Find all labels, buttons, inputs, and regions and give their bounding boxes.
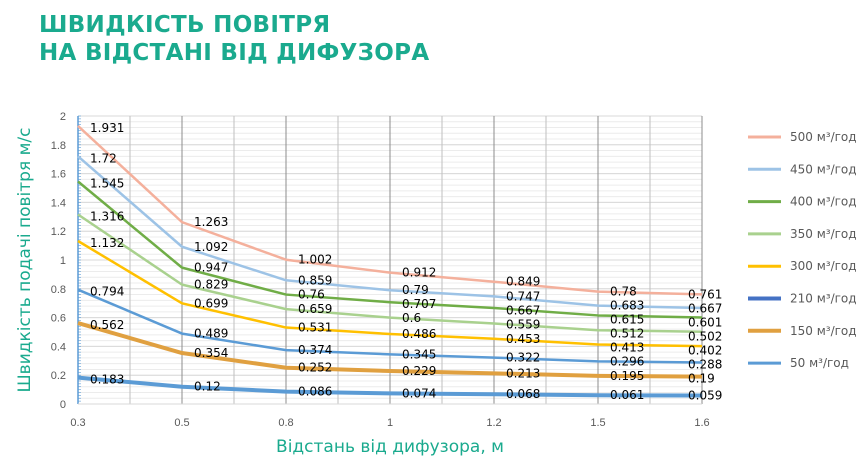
x-tick-label: 0.5	[174, 417, 189, 429]
data-label: 0.859	[298, 273, 332, 287]
data-label: 0.559	[506, 317, 540, 331]
y-tick-label: 2	[60, 111, 66, 123]
data-label: 0.354	[194, 346, 228, 360]
data-label: 0.068	[506, 387, 540, 401]
series-line	[77, 288, 703, 364]
data-label: 0.213	[506, 366, 540, 380]
data-label: 0.667	[688, 301, 722, 315]
data-label: 0.912	[402, 266, 436, 280]
data-label: 0.512	[610, 327, 644, 341]
data-label: 0.074	[402, 386, 436, 400]
data-label: 1.002	[298, 253, 332, 267]
data-label: 0.229	[402, 364, 436, 378]
data-label: 1.132	[90, 236, 124, 250]
data-label: 0.288	[688, 357, 722, 371]
data-label: 0.252	[298, 361, 332, 375]
chart-title-line1: ШВИДКІСТЬ ПОВІТРЯ	[39, 12, 331, 38]
x-tick-label: 1.6	[694, 417, 709, 429]
data-label: 0.086	[298, 385, 332, 399]
series-line	[77, 213, 703, 333]
y-tick-label: 1.2	[51, 226, 66, 238]
x-axis-label: Відстань від дифузора, м	[276, 437, 504, 457]
data-label: 0.699	[194, 296, 228, 310]
series-line	[77, 321, 703, 379]
y-axis-label: Швидкість подачі повітря м/с	[15, 127, 35, 392]
x-tick-label: 1.2	[486, 417, 501, 429]
data-label: 0.615	[610, 313, 644, 327]
data-label: 1.092	[194, 240, 228, 254]
data-label: 0.829	[194, 278, 228, 292]
x-tick-label: 1.5	[590, 417, 605, 429]
y-tick-label: 0.6	[51, 313, 66, 325]
series-line	[77, 375, 703, 398]
data-label: 1.263	[194, 215, 228, 229]
data-label: 0.12	[194, 380, 221, 394]
data-label: 0.453	[506, 332, 540, 346]
series-line	[77, 125, 703, 296]
data-label: 0.667	[506, 303, 540, 317]
data-label: 0.947	[194, 261, 228, 275]
data-label: 0.849	[506, 275, 540, 289]
legend-entry: 400 м³/год	[790, 195, 857, 209]
x-tick-label: 1	[387, 417, 393, 429]
data-label: 0.794	[90, 285, 124, 299]
data-label: 0.413	[610, 341, 644, 355]
legend-entry: 210 м³/год	[790, 292, 857, 306]
data-label: 0.19	[688, 371, 715, 385]
data-label: 0.374	[298, 343, 332, 357]
data-label: 0.402	[688, 343, 722, 357]
data-label: 0.76	[298, 288, 325, 302]
data-label: 0.6	[402, 311, 421, 325]
legend-entry: 500 м³/год	[790, 130, 857, 144]
data-label: 0.531	[298, 321, 332, 335]
data-label: 0.78	[610, 285, 637, 299]
x-tick-label: 0.3	[70, 417, 85, 429]
data-label: 0.502	[688, 329, 722, 343]
data-label: 1.931	[90, 121, 124, 135]
y-tick-label: 0	[60, 399, 66, 411]
data-label: 0.761	[688, 287, 722, 301]
y-tick-label: 1.6	[51, 169, 66, 181]
x-tick-label: 0.8	[278, 417, 293, 429]
chart-title-line2: НА ВІДСТАНІ ВІД ДИФУЗОРА	[39, 40, 430, 66]
data-label: 0.195	[610, 369, 644, 383]
data-label: 0.747	[506, 289, 540, 303]
data-label: 1.545	[90, 177, 124, 191]
legend-entry: 450 м³/год	[790, 162, 857, 176]
y-tick-label: 1	[60, 255, 66, 267]
data-label: 0.486	[402, 327, 436, 341]
data-label: 0.659	[298, 302, 332, 316]
data-label: 0.059	[688, 389, 722, 403]
data-label: 0.562	[90, 318, 124, 332]
data-label: 0.489	[194, 327, 228, 341]
legend-entry: 350 м³/год	[790, 227, 857, 241]
legend-entry: 300 м³/год	[790, 259, 857, 273]
data-label: 0.707	[402, 297, 436, 311]
data-label: 0.601	[688, 315, 722, 329]
series-line	[77, 155, 703, 310]
data-label: 0.683	[610, 299, 644, 313]
legend-entry: 50 м³/год	[790, 356, 849, 370]
y-tick-label: 0.2	[51, 370, 66, 382]
data-label: 1.72	[90, 151, 117, 165]
y-tick-label: 0.8	[51, 284, 66, 296]
legend-entry: 150 м³/год	[790, 324, 857, 338]
data-label: 0.296	[610, 355, 644, 369]
data-label: 0.183	[90, 373, 124, 387]
y-tick-label: 0.4	[51, 341, 66, 353]
series-line	[77, 239, 703, 348]
y-tick-label: 1.4	[51, 197, 66, 209]
data-label: 1.316	[90, 209, 124, 223]
data-label: 0.322	[506, 351, 540, 365]
data-label: 0.79	[402, 283, 429, 297]
data-label: 0.061	[610, 388, 644, 402]
data-label: 0.345	[402, 347, 436, 361]
y-tick-label: 1.8	[51, 140, 66, 152]
series-line	[77, 180, 703, 319]
